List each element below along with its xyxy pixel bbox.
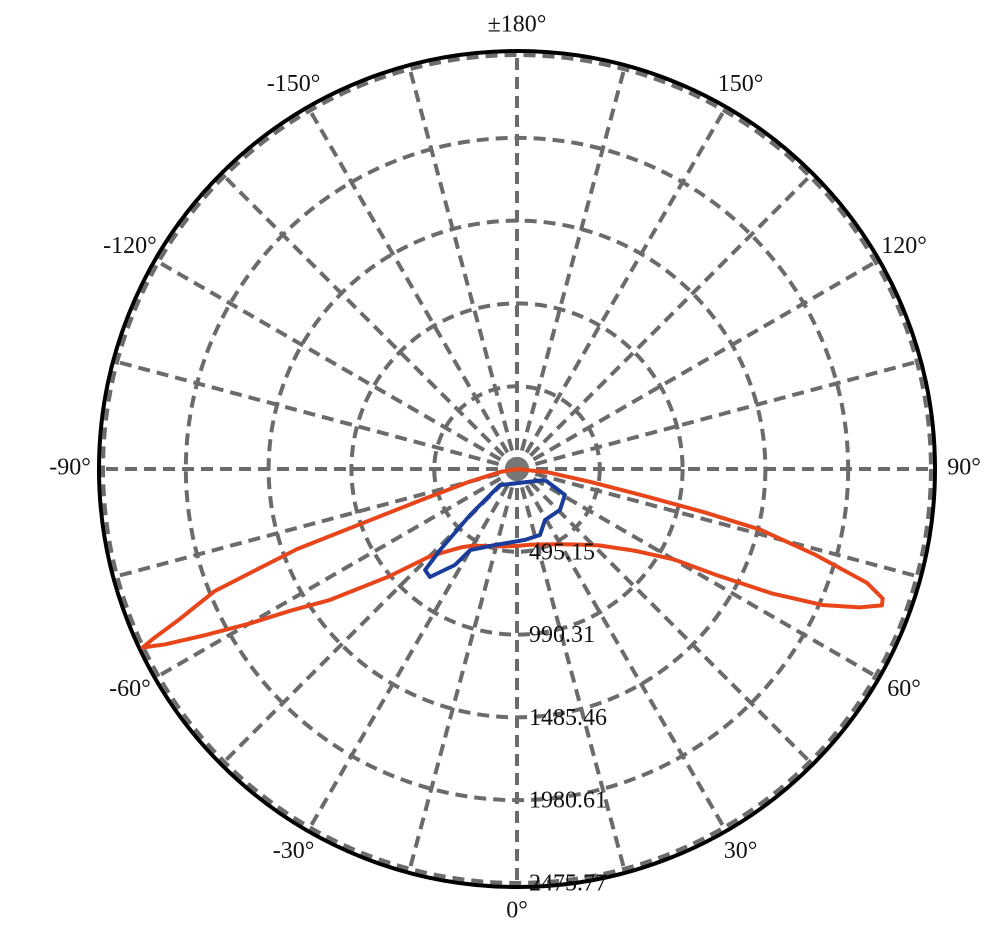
theta-tick-label: 90° (947, 455, 981, 481)
r-tick-label: 990.31 (529, 622, 595, 648)
r-grid-circle (183, 135, 851, 803)
theta-tick-label: 30° (724, 838, 758, 864)
theta-grid-line (154, 467, 519, 680)
theta-tick-label: 150° (718, 71, 764, 97)
theta-grid-line (154, 258, 519, 471)
theta-grid-line (515, 467, 880, 680)
r-grid-circle (101, 53, 933, 885)
theta-grid-line (306, 106, 519, 470)
theta-tick-label: -150° (267, 71, 321, 97)
theta-tick-label: ±180° (488, 12, 547, 38)
r-grid-circle (266, 218, 768, 720)
theta-grid-line (112, 358, 518, 471)
theta-grid-line (406, 468, 519, 874)
theta-grid-line (515, 468, 628, 874)
theta-tick-label: 120° (881, 233, 927, 259)
r-grid-circle (349, 301, 685, 637)
theta-tick-label: -30° (273, 838, 315, 864)
theta-grid-line (515, 467, 728, 832)
theta-tick-label: 60° (887, 676, 921, 702)
theta-grid-line (406, 64, 519, 470)
theta-grid-line (515, 106, 728, 470)
outer-circle (97, 49, 937, 889)
series-line (423, 478, 567, 579)
theta-grid-line (516, 358, 922, 471)
theta-tick-label: -60° (109, 676, 151, 702)
theta-tick-label: -90° (49, 455, 91, 481)
r-tick-label: 1980.61 (529, 788, 607, 814)
theta-grid-line (516, 467, 922, 580)
theta-grid-line (515, 258, 880, 471)
theta-grid-line (515, 64, 628, 470)
theta-grid-line (220, 467, 519, 766)
theta-grid-line (220, 172, 519, 471)
theta-tick-label: 0° (506, 898, 528, 924)
r-grid-circle (432, 384, 602, 554)
r-tick-label: 2475.77 (529, 870, 607, 896)
r-tick-label: 495.15 (529, 539, 595, 565)
theta-grid-line (515, 467, 814, 766)
r-tick-label: 1485.46 (529, 705, 607, 731)
series-line (140, 467, 885, 650)
theta-grid-line (515, 172, 814, 471)
theta-grid-line (306, 467, 519, 832)
theta-grid-line (112, 467, 518, 580)
theta-tick-label: -120° (103, 233, 157, 259)
